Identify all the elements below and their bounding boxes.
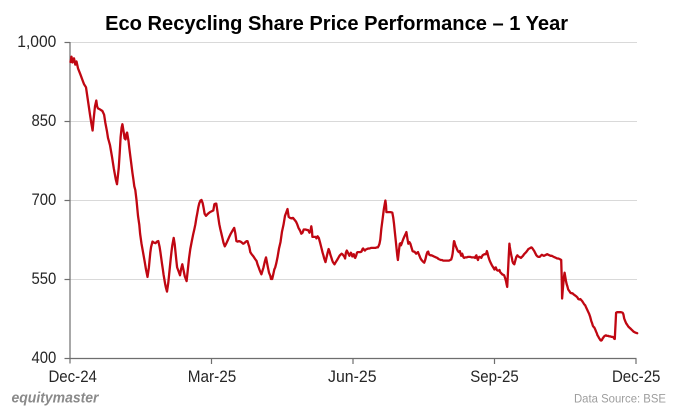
svg-text:Jun-25: Jun-25 <box>328 368 377 386</box>
svg-text:Sep-25: Sep-25 <box>470 368 519 386</box>
svg-text:Eco Recycling Share Price Perf: Eco Recycling Share Price Performance – … <box>105 12 568 35</box>
svg-text:1,000: 1,000 <box>17 33 56 51</box>
svg-text:700: 700 <box>32 191 57 209</box>
svg-text:Dec-25: Dec-25 <box>612 368 661 386</box>
svg-text:Mar-25: Mar-25 <box>188 368 237 386</box>
svg-text:400: 400 <box>32 349 57 367</box>
svg-text:equitymaster: equitymaster <box>12 389 100 406</box>
svg-text:Data Source: BSE: Data Source: BSE <box>574 392 666 406</box>
svg-text:550: 550 <box>32 270 57 288</box>
svg-text:850: 850 <box>32 112 57 130</box>
svg-text:Dec-24: Dec-24 <box>48 368 97 386</box>
